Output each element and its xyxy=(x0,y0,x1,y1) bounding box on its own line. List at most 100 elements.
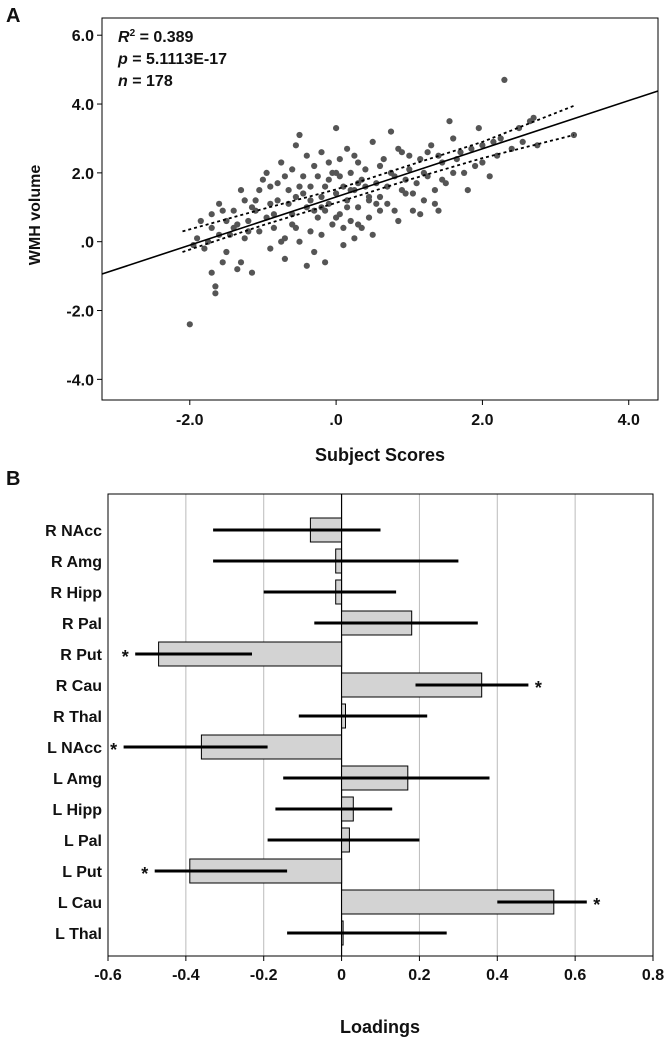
category-label: L Pal xyxy=(64,833,102,850)
scatter-point xyxy=(281,173,288,180)
scatter-point xyxy=(486,173,493,180)
category-label: L Hipp xyxy=(53,802,103,819)
category-label: R Put xyxy=(60,647,102,664)
regression-line xyxy=(101,90,659,275)
x-tick-label: -2.0 xyxy=(176,412,204,429)
significance-marker: * xyxy=(535,678,542,698)
bar-chart-frame xyxy=(107,493,654,957)
scatter-point xyxy=(300,190,307,197)
scatter-point xyxy=(259,176,266,183)
scatter-point xyxy=(380,156,387,163)
stats-annotation: R2 = 0.389 p = 5.1113E-17 n = 178 xyxy=(117,28,227,90)
scatter-point xyxy=(289,221,296,228)
scatter-point xyxy=(428,142,435,149)
scatter-point xyxy=(369,231,376,238)
scatter-point xyxy=(216,200,223,207)
loadings-tick-label: -0.6 xyxy=(94,967,122,984)
scatter-point xyxy=(435,207,442,214)
loading-bars xyxy=(158,517,555,946)
scatter-point xyxy=(519,138,526,145)
scatter-point xyxy=(431,187,438,194)
scatter-point xyxy=(329,221,336,228)
y-tick-label: 6.0 xyxy=(72,28,94,45)
loadings-tick-label: -0.4 xyxy=(172,967,200,984)
x-axis-label: Subject Scores xyxy=(315,445,445,465)
y-axis-ticks: -4.0 -2.0 .0 2.0 4.0 6.0 xyxy=(66,28,102,389)
scatter-point xyxy=(355,221,362,228)
category-label: L Cau xyxy=(58,895,102,912)
significance-marker: * xyxy=(593,895,600,915)
scatter-point xyxy=(391,207,398,214)
scatter-point xyxy=(439,176,446,183)
scatter-point xyxy=(201,245,208,252)
category-label: L Put xyxy=(62,864,102,881)
scatter-point xyxy=(303,262,310,269)
scatter-point xyxy=(362,166,369,173)
scatter-point xyxy=(325,176,332,183)
scatter-point xyxy=(384,200,391,207)
loadings-tick-label: 0 xyxy=(337,967,346,984)
scatter-point xyxy=(208,211,215,218)
category-label: L Thal xyxy=(55,926,102,943)
p-value-stat: p = 5.1113E-17 xyxy=(117,51,227,68)
scatter-point xyxy=(311,248,318,256)
loadings-tick-label: 0.4 xyxy=(486,967,508,984)
scatter-point xyxy=(267,183,274,190)
scatter-point xyxy=(340,183,347,190)
scatter-point xyxy=(303,152,310,159)
scatter-point xyxy=(347,169,354,176)
scatter-point xyxy=(223,248,230,256)
scatter-point xyxy=(241,235,248,242)
scatter-point xyxy=(347,217,354,225)
scatter-point xyxy=(355,204,362,211)
scatter-point xyxy=(497,135,504,142)
significance-marker: * xyxy=(141,864,148,884)
scatter-point xyxy=(322,259,329,266)
scatter-point xyxy=(446,118,453,125)
scatter-point xyxy=(457,149,464,156)
scatter-point xyxy=(461,169,468,176)
scatter-point xyxy=(256,228,263,235)
scatter-point xyxy=(267,245,274,252)
grid-lines xyxy=(185,494,576,956)
scatter-point xyxy=(365,214,373,221)
loading-bar xyxy=(341,889,555,915)
scatter-point xyxy=(223,217,230,225)
scatter-point xyxy=(344,145,351,152)
scatter-point xyxy=(376,207,384,214)
category-label: L Amg xyxy=(53,771,102,788)
scatter-point xyxy=(318,231,325,238)
scatter-point xyxy=(234,266,241,273)
scatter-point xyxy=(274,180,281,187)
scatter-point xyxy=(292,193,299,201)
scatter-point xyxy=(281,255,288,262)
scatter-point xyxy=(376,193,384,201)
scatter-point xyxy=(333,169,340,176)
scatter-point xyxy=(413,180,420,187)
scatter-point xyxy=(237,259,245,266)
scatter-point xyxy=(292,142,299,149)
y-tick-label: 4.0 xyxy=(72,97,94,114)
category-label: R Cau xyxy=(56,678,102,695)
scatter-point xyxy=(208,269,215,276)
y-tick-label: -4.0 xyxy=(66,372,94,389)
scatter-point xyxy=(435,152,442,159)
scatter-point xyxy=(252,197,259,204)
scatter-points xyxy=(186,76,578,328)
scatter-point xyxy=(355,180,362,187)
scatter-point xyxy=(219,259,226,266)
scatter-point xyxy=(376,162,384,170)
scatter-point xyxy=(274,197,281,204)
significance-marker: * xyxy=(110,740,117,760)
scatter-point xyxy=(369,138,376,145)
scatter-point xyxy=(270,211,277,218)
loadings-tick-label: -0.2 xyxy=(250,967,278,984)
scatter-point xyxy=(267,200,274,207)
category-label: R NAcc xyxy=(45,523,102,540)
scatter-point xyxy=(333,125,340,132)
scatter-point xyxy=(307,197,314,204)
scatter-point xyxy=(311,162,318,170)
scatter-point xyxy=(351,235,358,242)
loadings-axis-ticks: -0.6 -0.4 -0.2 0 0.2 0.4 0.6 0.8 xyxy=(94,956,664,984)
